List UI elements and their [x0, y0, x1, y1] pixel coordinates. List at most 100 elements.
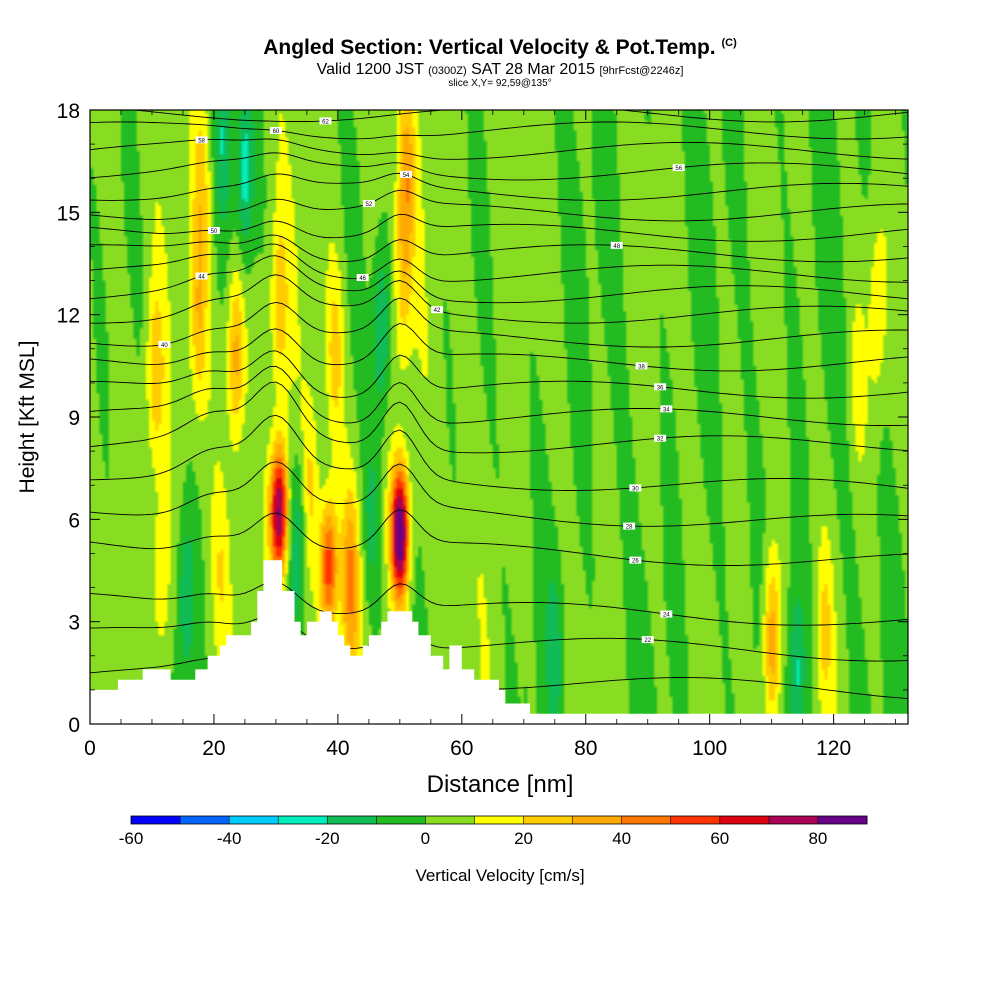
- y-tick-label: 0: [68, 714, 80, 737]
- theta-contour: [90, 323, 908, 372]
- contour-label-bg: [629, 556, 642, 564]
- contour-label: 58: [198, 138, 205, 144]
- y-tick-label: 9: [68, 407, 80, 430]
- contour-label: 60: [273, 129, 280, 135]
- x-tick-label: 80: [574, 737, 597, 760]
- colorbar-swatch: [278, 816, 328, 824]
- colorbar-tick-label: -60: [119, 829, 144, 848]
- contour-label: 52: [366, 202, 373, 208]
- theta-contour: [90, 234, 908, 263]
- x-tick-label: 100: [692, 737, 727, 760]
- colorbar-tick-label: 40: [612, 829, 631, 848]
- slice-label: slice X,Y= 92,59@135°: [448, 78, 552, 89]
- contour-label-bg: [629, 484, 642, 492]
- contour-label-bg: [195, 136, 208, 144]
- theta-contour: [90, 350, 908, 399]
- x-tick-label: 60: [450, 737, 473, 760]
- valid-zulu: (0300Z): [428, 65, 467, 77]
- colorbar-swatch: [376, 816, 426, 824]
- colorbar-swatch: [621, 816, 672, 824]
- contour-label-bg: [356, 273, 369, 281]
- theta-contour: [90, 213, 908, 242]
- x-tick-label: 120: [816, 737, 851, 760]
- colorbar-swatch: [327, 816, 377, 824]
- colorbar-tick-label: 0: [421, 829, 430, 848]
- contour-label-bg: [269, 126, 282, 134]
- colorbar-tick-label: 80: [808, 829, 827, 848]
- contour-label: 50: [211, 229, 218, 235]
- x-tick-label: 40: [326, 737, 349, 760]
- chart-title-text: Angled Section: Vertical Velocity & Pot.…: [263, 36, 716, 59]
- contour-label-bg: [623, 522, 636, 530]
- x-tick-label: 0: [84, 737, 96, 760]
- terrain: [90, 560, 908, 724]
- colorbar-swatch: [523, 816, 574, 824]
- colorbar-swatch: [131, 816, 181, 824]
- colorbar-swatch: [572, 816, 623, 824]
- contour-label-bg: [672, 164, 685, 172]
- y-tick-label: 6: [68, 509, 80, 532]
- contour-label: 34: [663, 407, 670, 413]
- colorbar-tick-label: 60: [710, 829, 729, 848]
- contour-label-bg: [195, 272, 208, 280]
- theta-contour: [130, 110, 908, 123]
- contour-label-bg: [431, 306, 444, 314]
- colorbar-swatch: [474, 816, 525, 824]
- colorbar-swatch: [817, 816, 868, 824]
- colorbar-swatch: [768, 816, 819, 824]
- forecast-tag: [9hrFcst@2246z]: [599, 65, 684, 77]
- theta-contour: [90, 255, 908, 304]
- colorbar-swatch: [229, 816, 279, 824]
- contour-label: 24: [663, 613, 670, 619]
- contour-label-bg: [654, 434, 667, 442]
- y-tick-label: 12: [57, 305, 80, 328]
- contour-label-bg: [610, 241, 623, 249]
- contour-label: 38: [638, 364, 645, 370]
- theta-contour: [90, 138, 908, 160]
- theta-contour: [90, 243, 908, 283]
- colorbar-swatch: [719, 816, 770, 824]
- valid-date: SAT 28 Mar 2015: [471, 61, 595, 78]
- contour-label-bg: [362, 200, 375, 208]
- contour-label-bg: [660, 405, 673, 413]
- contour-label: 26: [632, 559, 639, 565]
- contour-label: 32: [657, 437, 664, 443]
- theta-contour: [90, 274, 908, 324]
- colorbar-label: Vertical Velocity [cm/s]: [415, 866, 584, 885]
- theta-contour: [90, 414, 908, 491]
- contour-label: 40: [161, 343, 168, 349]
- y-tick-label: 18: [57, 100, 80, 123]
- y-axis-label: Height [Kft MSL]: [16, 341, 39, 494]
- colorbar-frame: [130, 815, 868, 825]
- contour-label-bg: [207, 226, 220, 234]
- contour-label: 46: [359, 276, 366, 282]
- theta-contour: [90, 615, 908, 662]
- theta-contour: [90, 365, 908, 426]
- contour-label-bg: [635, 362, 648, 370]
- theta-contour: [90, 189, 908, 222]
- y-tick-label: 3: [68, 612, 80, 635]
- chart-subtitle: Valid 1200 JST (0300Z) SAT 28 Mar 2015 […: [0, 61, 1000, 79]
- contour-label-bg: [660, 610, 673, 618]
- contour-label-bg: [158, 340, 171, 348]
- velocity-field: [90, 110, 908, 724]
- contour-label-bg: [319, 117, 332, 125]
- theta-contour: [90, 581, 908, 626]
- x-axis-label: Distance [nm]: [427, 771, 574, 798]
- contour-label: 22: [644, 638, 651, 644]
- y-tick-label: 15: [57, 202, 80, 225]
- contour-label: 28: [626, 525, 633, 531]
- x-tick-label: 20: [202, 737, 225, 760]
- theta-contour: [90, 152, 908, 181]
- plot-area: 2022242628303234363840424446485052545658…: [89, 109, 909, 725]
- theta-contour: [90, 461, 908, 527]
- contour-label: 36: [657, 385, 664, 391]
- theta-contour: [90, 381, 908, 454]
- valid-time: Valid 1200 JST: [316, 61, 424, 78]
- contour-label-bg: [654, 383, 667, 391]
- contour-label: 48: [613, 244, 620, 250]
- contour-label: 62: [322, 119, 329, 125]
- colorbar-tick-label: -40: [217, 829, 242, 848]
